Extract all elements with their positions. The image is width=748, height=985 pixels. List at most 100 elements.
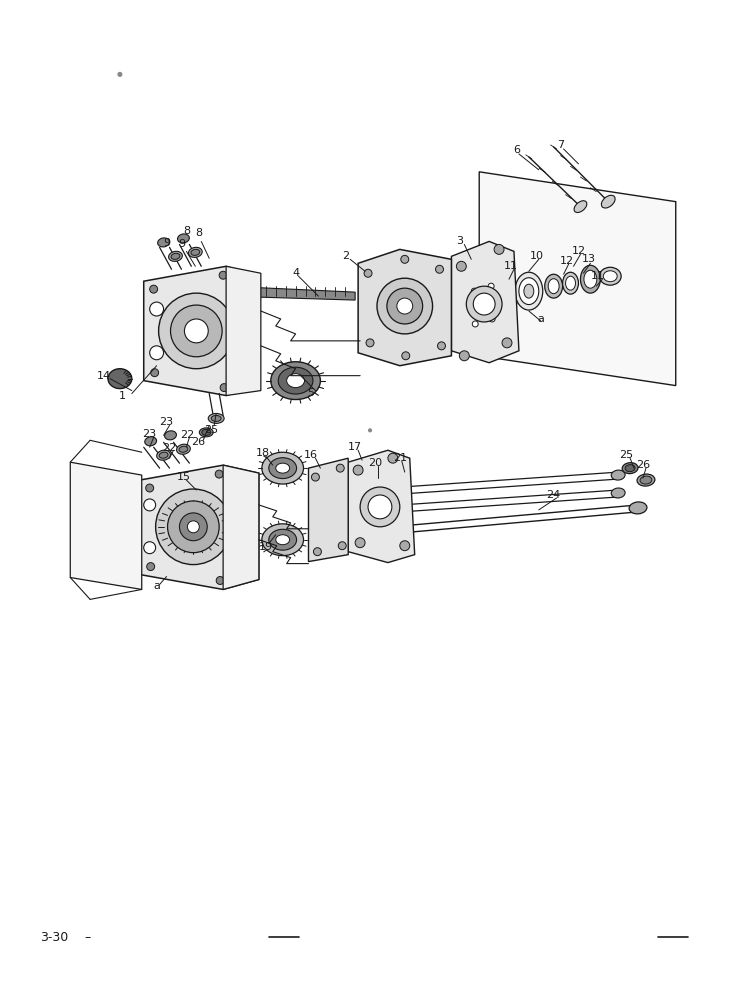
Text: 25: 25 <box>204 426 218 435</box>
Text: 23: 23 <box>159 418 174 427</box>
Ellipse shape <box>177 444 190 454</box>
Circle shape <box>185 319 208 343</box>
Text: 24: 24 <box>547 490 561 500</box>
Ellipse shape <box>601 195 615 208</box>
Circle shape <box>502 338 512 348</box>
Ellipse shape <box>191 249 200 255</box>
Text: 20: 20 <box>368 458 382 468</box>
Ellipse shape <box>629 502 647 514</box>
Ellipse shape <box>599 267 621 286</box>
Circle shape <box>150 368 159 376</box>
Ellipse shape <box>156 450 171 460</box>
Ellipse shape <box>286 373 304 387</box>
Polygon shape <box>140 465 259 589</box>
Circle shape <box>364 269 372 277</box>
Polygon shape <box>308 458 348 561</box>
Circle shape <box>247 566 255 574</box>
Circle shape <box>180 513 207 541</box>
Ellipse shape <box>188 247 202 257</box>
Text: 21: 21 <box>393 453 407 463</box>
Text: 13: 13 <box>581 254 595 264</box>
Circle shape <box>247 373 255 381</box>
Text: 2: 2 <box>342 251 349 261</box>
Text: 5: 5 <box>307 387 314 398</box>
Text: 25: 25 <box>619 450 633 460</box>
Polygon shape <box>226 266 261 396</box>
Text: 3-30: 3-30 <box>40 931 69 944</box>
Polygon shape <box>348 450 414 562</box>
Ellipse shape <box>500 286 515 307</box>
Ellipse shape <box>545 274 562 298</box>
Ellipse shape <box>519 278 539 304</box>
Ellipse shape <box>278 367 313 394</box>
Text: 17: 17 <box>348 442 362 452</box>
Text: 22: 22 <box>162 443 177 453</box>
Text: 3: 3 <box>456 236 463 246</box>
Circle shape <box>369 428 372 431</box>
Text: 12: 12 <box>560 256 574 266</box>
Ellipse shape <box>276 535 289 545</box>
Text: 19: 19 <box>259 542 273 552</box>
Ellipse shape <box>604 271 617 282</box>
Circle shape <box>216 576 224 584</box>
Ellipse shape <box>208 414 224 424</box>
Ellipse shape <box>165 430 177 440</box>
Circle shape <box>156 489 231 564</box>
Circle shape <box>435 265 444 273</box>
Polygon shape <box>206 287 226 296</box>
Circle shape <box>338 542 346 550</box>
Ellipse shape <box>202 429 211 435</box>
Text: 4: 4 <box>292 268 299 278</box>
Circle shape <box>215 470 223 478</box>
Ellipse shape <box>158 238 170 247</box>
Ellipse shape <box>625 465 635 472</box>
Circle shape <box>118 72 122 77</box>
Polygon shape <box>144 266 259 396</box>
Ellipse shape <box>574 201 587 213</box>
Circle shape <box>397 298 413 314</box>
Text: 23: 23 <box>143 429 157 439</box>
Circle shape <box>150 286 158 294</box>
Circle shape <box>366 339 374 347</box>
Circle shape <box>459 351 469 361</box>
Text: 9: 9 <box>178 239 185 249</box>
Text: –: – <box>85 931 91 944</box>
Ellipse shape <box>108 368 132 389</box>
Circle shape <box>150 302 164 316</box>
Ellipse shape <box>622 463 638 474</box>
Text: 11: 11 <box>504 261 518 271</box>
Circle shape <box>368 495 392 519</box>
Circle shape <box>245 477 253 485</box>
Text: 26: 26 <box>191 437 206 447</box>
Text: 22: 22 <box>180 430 194 440</box>
Text: 10: 10 <box>530 251 544 261</box>
Circle shape <box>456 261 466 271</box>
Circle shape <box>144 499 156 511</box>
Ellipse shape <box>496 280 518 312</box>
Circle shape <box>488 283 494 290</box>
Text: 18: 18 <box>256 448 270 458</box>
Circle shape <box>313 548 322 556</box>
Circle shape <box>400 541 410 551</box>
Ellipse shape <box>351 506 365 516</box>
Circle shape <box>360 487 400 527</box>
Circle shape <box>377 278 432 334</box>
Circle shape <box>353 465 363 475</box>
Circle shape <box>337 464 344 472</box>
Circle shape <box>219 271 227 279</box>
Ellipse shape <box>515 272 543 310</box>
Ellipse shape <box>159 452 168 458</box>
Polygon shape <box>226 287 355 300</box>
Polygon shape <box>452 241 519 362</box>
Ellipse shape <box>524 285 534 298</box>
Ellipse shape <box>276 463 289 473</box>
Circle shape <box>401 255 408 263</box>
Text: 8: 8 <box>196 229 203 238</box>
Ellipse shape <box>269 458 296 479</box>
Text: 9: 9 <box>163 238 170 248</box>
Ellipse shape <box>502 290 512 303</box>
Text: 7: 7 <box>557 140 564 150</box>
Text: 26: 26 <box>636 460 650 470</box>
Ellipse shape <box>637 474 655 486</box>
Text: 16: 16 <box>304 450 317 460</box>
